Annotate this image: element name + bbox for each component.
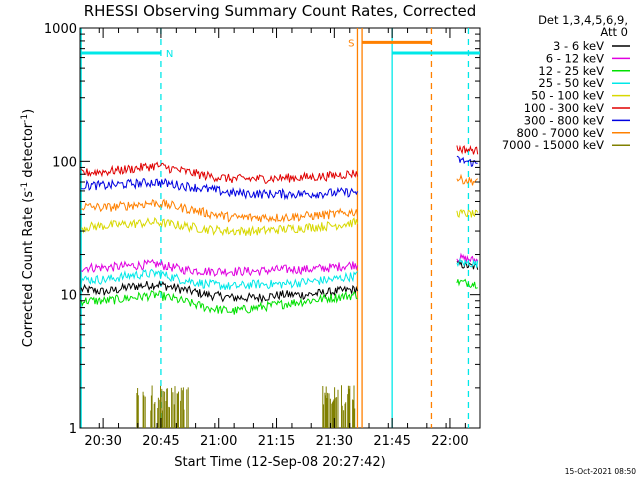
series-line-after-gap	[456, 155, 478, 167]
y-axis-label: Corrected Count Rate (s-1 detector-1)	[20, 109, 36, 347]
series-high-energy-bursts	[136, 385, 189, 428]
legend-label: 50 - 100 keV	[531, 89, 604, 103]
series-line-after-gap	[456, 257, 479, 268]
series-line-after-gap	[456, 208, 479, 218]
x-tick-label: 21:00	[200, 434, 237, 449]
series-line	[80, 268, 358, 291]
legend-label: 800 - 7000 keV	[516, 126, 604, 140]
plot-area: NS	[79, 27, 481, 429]
legend-header-line-1: Det 1,3,4,5,6,9,	[538, 13, 628, 27]
series-line-after-gap	[456, 278, 478, 289]
footer-timestamp: 15-Oct-2021 08:50	[565, 467, 636, 476]
legend-label: 25 - 50 keV	[538, 76, 604, 90]
plot-frame	[79, 27, 481, 429]
series-line-after-gap	[456, 259, 479, 270]
series-line	[81, 217, 358, 237]
y-tick-label: 1	[69, 422, 77, 437]
legend-label: 7000 - 15000 keV	[502, 138, 604, 152]
chart-title: RHESSI Observing Summary Count Rates, Co…	[84, 2, 477, 20]
y-axis: 1 10 100 1000	[44, 22, 480, 437]
series-line	[81, 177, 358, 201]
series-line-after-gap	[456, 173, 479, 186]
legend-label: 12 - 25 keV	[538, 64, 604, 78]
legend-header-line-2: Att 0	[600, 25, 628, 39]
legend-label: 6 - 12 keV	[546, 51, 604, 65]
x-tick-label: 20:45	[142, 434, 179, 449]
y-tick-label: 100	[52, 155, 77, 170]
x-axis-label: Start Time (12-Sep-08 20:27:42)	[174, 455, 385, 470]
x-tick-label: 20:30	[84, 434, 121, 449]
x-tick-label: 21:15	[258, 434, 295, 449]
x-tick-label: 22:00	[431, 434, 468, 449]
y-tick-label: 10	[60, 289, 77, 304]
x-tick-label: 21:45	[373, 434, 410, 449]
x-axis: 20:30 20:45 21:00 21:15 21:30 21:45 22:00	[84, 28, 469, 449]
series-line	[80, 161, 358, 184]
series-line-after-gap	[456, 144, 479, 155]
series-line-after-gap	[456, 252, 479, 265]
series-line	[80, 198, 358, 223]
legend-label: 3 - 6 keV	[553, 39, 604, 53]
legend-label: 100 - 300 keV	[524, 101, 604, 115]
y-tick-label: 1000	[44, 22, 77, 37]
series-line	[80, 258, 358, 278]
legend-label: 300 - 800 keV	[524, 113, 604, 127]
x-tick-label: 21:30	[316, 434, 353, 449]
series-line	[80, 290, 358, 315]
flag-bar-label: S	[348, 38, 354, 49]
series-high-energy-bursts	[322, 385, 356, 428]
flag-bar-label: N	[166, 49, 173, 60]
series-line	[80, 280, 358, 304]
